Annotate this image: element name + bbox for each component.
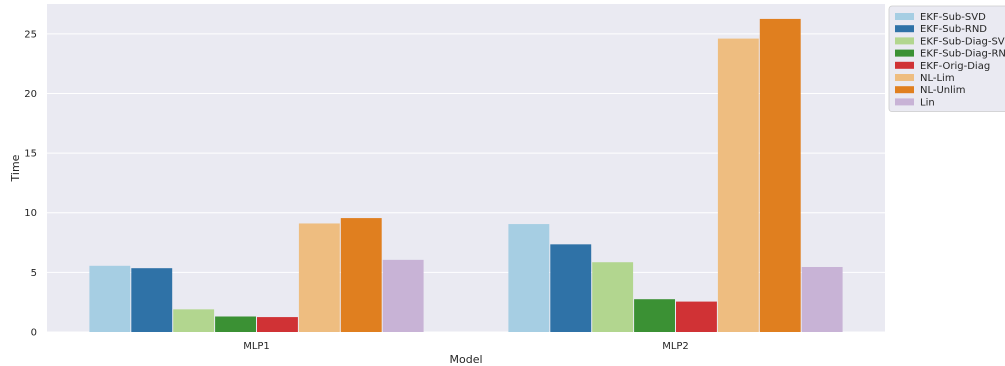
legend-frame	[888, 5, 1005, 112]
y-tick-labels: 0 5 10 15 20 25	[24, 29, 37, 338]
bar-EKF-Orig-Diag-MLP1	[257, 317, 298, 332]
bar-EKF-Sub-RND-MLP1	[131, 268, 173, 332]
x-axis-label: Model	[449, 353, 482, 366]
legend-swatch	[895, 13, 914, 20]
legend-swatch	[895, 37, 914, 45]
legend-swatch	[895, 74, 914, 81]
bar-NL-Lim-MLP1	[298, 223, 340, 332]
y-tick-label: 10	[24, 208, 37, 219]
x-tick-label: MLP2	[662, 341, 689, 352]
bar-EKF-Sub-Diag-SVD-MLP1	[173, 309, 215, 332]
x-tick-labels: MLP1 MLP2	[243, 341, 689, 352]
legend-swatch	[895, 61, 914, 69]
bar-EKF-Sub-RND-MLP2	[550, 244, 592, 332]
legend-label: EKF-Orig-Diag	[920, 61, 990, 72]
legend-label: EKF-Sub-SVD	[920, 12, 986, 23]
bar-EKF-Sub-SVD-MLP2	[508, 224, 550, 332]
legend-swatch	[895, 49, 914, 57]
bar-NL-Unlim-MLP1	[340, 218, 382, 332]
bar-EKF-Orig-Diag-MLP2	[676, 301, 717, 332]
legend-label: NL-Lim	[920, 73, 955, 84]
legend-label: EKF-Sub-RND	[920, 24, 987, 35]
y-tick-label: 15	[24, 149, 37, 160]
y-tick-label: 20	[24, 89, 37, 100]
legend-swatch	[895, 98, 914, 106]
legend-label: NL-Unlim	[920, 85, 965, 96]
bar-NL-Lim-MLP2	[717, 38, 759, 333]
y-tick-label: 5	[31, 268, 37, 279]
legend-label: Lin	[920, 97, 935, 108]
plot-area	[47, 4, 885, 332]
legend-label: EKF-Sub-Diag-RND	[920, 49, 1005, 60]
bar-Lin-MLP2	[801, 266, 843, 332]
bar-EKF-Sub-Diag-RND-MLP1	[215, 316, 256, 332]
y-tick-label: 25	[24, 29, 37, 40]
bar-EKF-Sub-SVD-MLP1	[89, 265, 131, 332]
x-tick-label: MLP1	[243, 341, 270, 352]
legend-swatch	[895, 86, 914, 94]
bar-EKF-Sub-Diag-SVD-MLP2	[592, 262, 634, 332]
legend-label: EKF-Sub-Diag-SVD	[920, 36, 1005, 47]
bars	[89, 18, 843, 333]
bar-NL-Unlim-MLP2	[759, 18, 801, 333]
bar-EKF-Sub-Diag-RND-MLP2	[634, 299, 675, 332]
legend-swatch	[895, 25, 914, 33]
bar-Lin-MLP1	[382, 259, 424, 332]
y-axis-label: Time	[9, 154, 22, 182]
y-tick-label: 0	[31, 328, 37, 339]
